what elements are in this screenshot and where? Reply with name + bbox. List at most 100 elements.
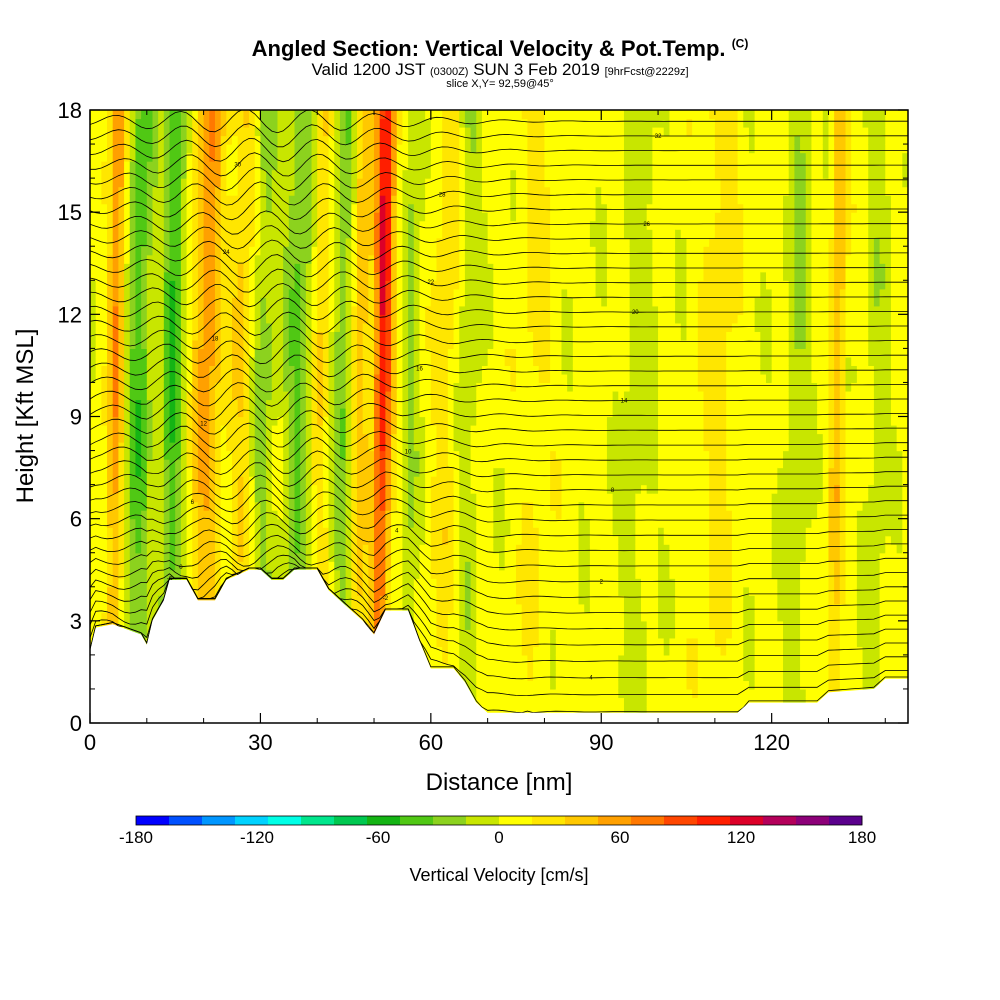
velocity-cell [374,459,381,469]
velocity-cell [266,527,273,537]
velocity-cell [339,127,347,137]
velocity-cell [192,501,199,511]
velocity-cell [226,186,233,196]
velocity-cell [249,127,256,137]
velocity-cell [112,595,119,605]
velocity-cell [385,339,392,349]
velocity-cell [214,552,222,562]
velocity-cell [129,544,137,554]
velocity-cell [470,501,477,511]
velocity-cell [368,212,375,222]
velocity-cell [356,561,364,571]
velocity-cell [385,399,392,409]
velocity-cell [169,450,176,460]
velocity-cell [339,161,347,171]
velocity-cell [447,569,455,579]
velocity-cell [180,246,188,256]
velocity-cell [379,416,386,426]
velocity-cell [345,220,352,230]
velocity-cell [169,322,176,332]
velocity-cell [300,356,307,367]
velocity-cell [374,476,381,486]
velocity-cell [476,135,483,145]
velocity-cell [192,186,199,196]
velocity-cell [322,254,330,264]
velocity-cell [237,561,244,571]
velocity-cell [476,254,483,264]
velocity-cell [442,595,449,605]
velocity-cell [334,373,341,384]
velocity-cell [124,595,131,605]
velocity-cell [175,271,182,281]
velocity-cell [436,561,443,571]
velocity-cell [180,297,188,307]
velocity-cell [334,484,341,494]
velocity-cell [447,237,455,247]
velocity-cell [95,178,102,188]
velocity-cell [226,339,233,349]
velocity-cell [95,288,102,298]
velocity-cell [237,552,244,562]
velocity-cell [209,212,216,222]
velocity-cell [339,510,347,520]
velocity-cell [146,527,154,537]
velocity-cell [169,425,176,435]
velocity-cell [470,476,477,486]
velocity-cell [300,399,307,409]
velocity-cell [459,339,466,349]
velocity-cell [283,365,290,375]
velocity-cell [311,288,318,298]
velocity-cell [220,510,227,520]
velocity-cell [464,501,472,511]
velocity-cell [322,416,330,426]
velocity-cell [436,152,443,162]
velocity-cell [175,169,182,179]
velocity-cell [220,161,227,171]
velocity-cell [464,680,472,690]
velocity-cell [288,459,296,469]
velocity-cell [362,425,369,435]
velocity-cell [345,178,352,188]
velocity-cell [232,288,239,298]
velocity-cell [311,476,318,486]
velocity-cell [95,254,102,264]
velocity-cell [283,152,290,162]
velocity-cell [158,331,165,341]
velocity-cell [322,322,330,332]
velocity-cell [464,544,472,554]
velocity-cell [192,390,199,401]
velocity-cell [254,416,262,426]
velocity-cell [203,110,210,120]
velocity-cell [220,203,227,213]
velocity-cell [124,246,131,256]
velocity-cell [459,356,466,367]
velocity-cell [283,203,290,213]
velocity-cell [317,127,324,137]
velocity-cell [305,305,313,315]
velocity-cell [124,288,131,298]
velocity-cell [334,271,341,281]
velocity-cell [243,178,250,188]
velocity-cell [413,493,421,503]
velocity-cell [294,407,301,418]
velocity-cell [90,561,97,571]
velocity-cell [271,501,279,511]
velocity-cell [249,476,256,486]
velocity-cell [243,220,250,230]
velocity-cell [368,442,375,452]
velocity-cell [112,365,119,375]
velocity-cell [339,399,347,409]
velocity-cell [300,322,307,332]
velocity-cell [396,595,404,605]
velocity-cell [385,322,392,332]
velocity-cell [141,450,148,460]
velocity-cell [453,271,460,281]
velocity-cell [249,195,256,205]
velocity-cell [107,169,114,179]
velocity-cell [254,127,262,137]
velocity-cell [203,237,210,247]
velocity-cell [266,399,273,409]
velocity-cell [447,280,455,290]
velocity-cell [283,561,290,571]
velocity-cell [311,118,318,128]
